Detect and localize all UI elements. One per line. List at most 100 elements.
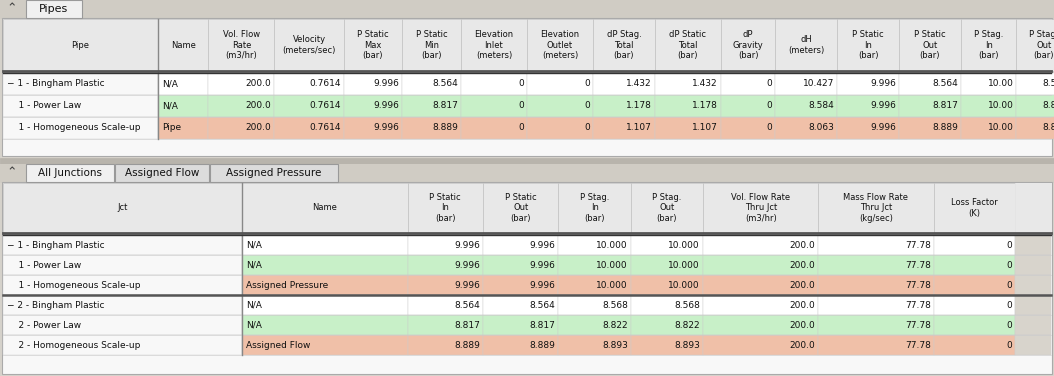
Text: P Static
Min
(bar): P Static Min (bar) bbox=[416, 30, 448, 60]
Bar bbox=[483, 275, 559, 295]
Text: 77.78: 77.78 bbox=[904, 300, 931, 309]
Bar bbox=[1016, 19, 1054, 71]
Text: 9.996: 9.996 bbox=[529, 241, 555, 250]
Bar bbox=[527, 117, 593, 139]
Bar bbox=[408, 315, 483, 335]
Text: 10.000: 10.000 bbox=[668, 261, 700, 270]
Text: 0.7614: 0.7614 bbox=[309, 102, 340, 111]
Bar bbox=[483, 235, 559, 255]
Text: Pipe: Pipe bbox=[72, 41, 90, 50]
Text: 0: 0 bbox=[1007, 241, 1013, 250]
Bar bbox=[3, 95, 158, 117]
Bar bbox=[2, 18, 1052, 156]
Bar bbox=[703, 295, 818, 315]
Text: 200.0: 200.0 bbox=[789, 241, 816, 250]
Text: 2 - Power Law: 2 - Power Law bbox=[7, 320, 81, 329]
Text: Pipe: Pipe bbox=[162, 123, 181, 132]
Bar bbox=[1015, 315, 1051, 335]
Text: 8.822: 8.822 bbox=[675, 320, 700, 329]
Text: 8.889: 8.889 bbox=[529, 341, 555, 350]
Text: Assigned Flow: Assigned Flow bbox=[246, 341, 310, 350]
Bar bbox=[344, 117, 403, 139]
Text: P Static
Out
(bar): P Static Out (bar) bbox=[505, 193, 536, 223]
Bar bbox=[593, 117, 655, 139]
Bar bbox=[3, 19, 1051, 71]
Text: Vol. Flow
Rate
(m3/hr): Vol. Flow Rate (m3/hr) bbox=[222, 30, 260, 60]
Text: 0: 0 bbox=[1007, 320, 1013, 329]
Bar bbox=[593, 73, 655, 95]
Bar bbox=[593, 95, 655, 117]
Bar bbox=[3, 275, 242, 295]
Text: 200.0: 200.0 bbox=[246, 123, 272, 132]
Text: 1 - Homogeneous Scale-up: 1 - Homogeneous Scale-up bbox=[7, 123, 140, 132]
Bar bbox=[776, 95, 837, 117]
Bar bbox=[3, 235, 242, 255]
Text: 9.996: 9.996 bbox=[373, 102, 399, 111]
Text: dP
Gravity
(bar): dP Gravity (bar) bbox=[733, 30, 763, 60]
Bar bbox=[818, 315, 934, 335]
Bar bbox=[934, 335, 1015, 355]
Bar bbox=[527, 19, 593, 71]
Text: Name: Name bbox=[171, 41, 196, 50]
Bar bbox=[559, 335, 630, 355]
Text: P Stag.
In
(bar): P Stag. In (bar) bbox=[580, 193, 609, 223]
Text: 77.78: 77.78 bbox=[904, 261, 931, 270]
Text: Mass Flow Rate
Thru Jct
(kg/sec): Mass Flow Rate Thru Jct (kg/sec) bbox=[843, 193, 909, 223]
Text: dP Static
Total
(bar): dP Static Total (bar) bbox=[669, 30, 706, 60]
Bar bbox=[26, 0, 82, 18]
Bar bbox=[3, 315, 242, 335]
Bar bbox=[274, 19, 344, 71]
Bar bbox=[403, 73, 461, 95]
Text: 9.996: 9.996 bbox=[373, 79, 399, 88]
Bar bbox=[703, 255, 818, 275]
Bar bbox=[274, 117, 344, 139]
Text: P Static
In
(bar): P Static In (bar) bbox=[853, 30, 884, 60]
Bar bbox=[721, 73, 776, 95]
Bar bbox=[344, 73, 403, 95]
Bar bbox=[776, 117, 837, 139]
Bar bbox=[559, 295, 630, 315]
Bar bbox=[721, 19, 776, 71]
Text: 200.0: 200.0 bbox=[246, 79, 272, 88]
Bar bbox=[483, 255, 559, 275]
Text: P Static
In
(bar): P Static In (bar) bbox=[429, 193, 461, 223]
Bar bbox=[274, 95, 344, 117]
Text: 10.000: 10.000 bbox=[597, 241, 628, 250]
Text: − 1 - Bingham Plastic: − 1 - Bingham Plastic bbox=[7, 79, 104, 88]
Text: 10.000: 10.000 bbox=[597, 261, 628, 270]
Text: 8.889: 8.889 bbox=[932, 123, 958, 132]
Text: N/A: N/A bbox=[246, 300, 261, 309]
Bar bbox=[899, 117, 961, 139]
Text: 0: 0 bbox=[584, 102, 590, 111]
Text: Elevation
Inlet
(meters): Elevation Inlet (meters) bbox=[474, 30, 513, 60]
Bar bbox=[3, 183, 1051, 233]
Text: 10.427: 10.427 bbox=[803, 79, 834, 88]
Bar bbox=[403, 19, 461, 71]
Text: 10.000: 10.000 bbox=[597, 280, 628, 290]
Text: 9.996: 9.996 bbox=[871, 123, 896, 132]
Bar bbox=[209, 73, 274, 95]
Text: 8.822: 8.822 bbox=[1042, 102, 1054, 111]
Text: 8.817: 8.817 bbox=[932, 102, 958, 111]
Text: 9.996: 9.996 bbox=[454, 261, 480, 270]
Bar bbox=[559, 183, 630, 233]
Bar bbox=[408, 335, 483, 355]
Text: N/A: N/A bbox=[246, 241, 261, 250]
Bar bbox=[408, 295, 483, 315]
Text: 8.817: 8.817 bbox=[432, 102, 458, 111]
Bar bbox=[818, 295, 934, 315]
Text: 8.893: 8.893 bbox=[675, 341, 700, 350]
Bar bbox=[461, 19, 527, 71]
Text: 0: 0 bbox=[1007, 300, 1013, 309]
Text: Vol. Flow Rate
Thru Jct
(m3/hr): Vol. Flow Rate Thru Jct (m3/hr) bbox=[731, 193, 790, 223]
Bar bbox=[403, 95, 461, 117]
Text: 9.996: 9.996 bbox=[529, 261, 555, 270]
Text: 8.889: 8.889 bbox=[432, 123, 458, 132]
Bar bbox=[593, 19, 655, 71]
Text: 10.000: 10.000 bbox=[668, 280, 700, 290]
Text: 1.107: 1.107 bbox=[692, 123, 718, 132]
Bar bbox=[1015, 335, 1051, 355]
Bar bbox=[630, 235, 703, 255]
Text: All Junctions: All Junctions bbox=[38, 168, 102, 178]
Text: 8.822: 8.822 bbox=[602, 320, 628, 329]
